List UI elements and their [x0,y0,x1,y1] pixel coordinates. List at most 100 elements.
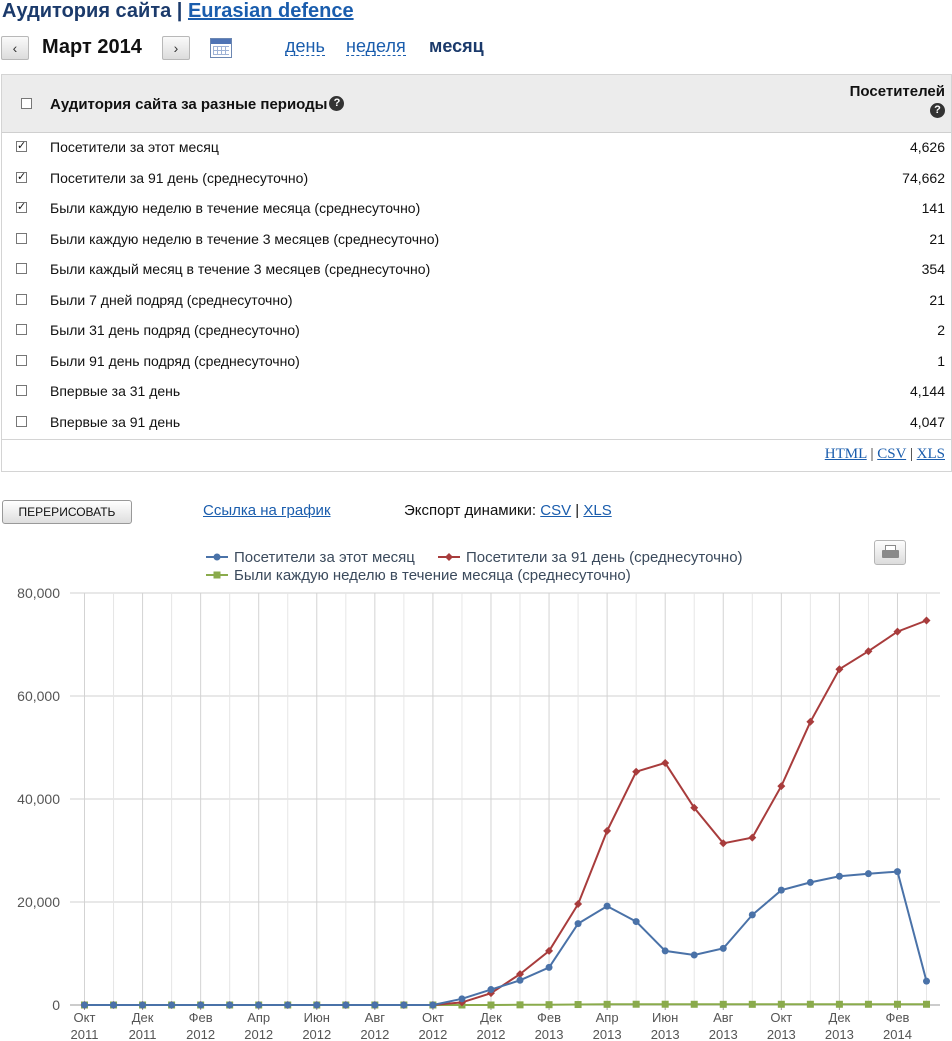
x-tick-year: 2012 [244,1027,273,1041]
x-tick-month: Апр [247,1010,270,1025]
dynamics-export-label: Экспорт динамики: [404,502,541,519]
x-tick-month: Дек [480,1010,502,1025]
redraw-button[interactable]: ПЕРЕРИСОВАТЬ [2,500,132,524]
series-line-0 [84,870,928,1006]
dynamics-export-xls-link[interactable]: XLS [583,502,612,519]
row-value: 1 [937,352,945,369]
data-point [748,833,757,842]
x-tick-month: Окт [74,1010,96,1025]
x-tick-year: 2012 [360,1027,389,1041]
row-checkbox[interactable] [16,232,27,244]
table-export-links: HTML | CSV | XLS [2,439,951,472]
visitors-column-header: Посетителей? [850,83,945,118]
dynamics-export-csv-link[interactable]: CSV [540,502,572,519]
data-point [835,872,843,880]
site-name-link[interactable]: Eurasian defence [187,0,354,22]
row-value: 4,047 [909,413,945,430]
x-tick-year: 2013 [709,1027,738,1041]
data-point [864,870,872,878]
print-icon[interactable] [874,540,906,565]
help-icon[interactable]: ? [329,96,345,111]
data-point [806,878,814,886]
row-checkbox[interactable]: ✓ [16,140,27,152]
x-tick-month: Окт [770,1010,792,1025]
table-header-title: Аудитория сайта за разные периоды? [50,96,345,113]
row-checkbox[interactable] [16,415,27,427]
row-label: Были 31 день подряд (среднесуточно) [50,322,300,338]
period-day-link[interactable]: день [285,36,325,56]
export-html-link[interactable]: HTML [824,446,867,462]
x-tick-month: Фев [885,1010,909,1025]
row-checkbox[interactable]: ✓ [16,170,27,183]
data-point [835,1000,843,1008]
data-point [690,1000,698,1008]
data-point [574,1001,582,1009]
data-point [516,1001,524,1009]
x-tick-year: 2012 [477,1027,506,1041]
x-tick-year: 2013 [593,1027,622,1041]
data-point [371,1001,379,1009]
legend-marker [213,553,221,561]
data-point [777,886,785,894]
dynamics-export-separator: | [571,502,584,519]
x-tick-month: Июн [304,1010,330,1025]
x-tick-year: 2014 [883,1027,912,1041]
row-checkbox[interactable] [16,293,27,305]
data-point [400,1001,408,1009]
export-separator: | [866,446,878,462]
data-point [864,647,873,656]
page-title-prefix: Аудитория сайта | [2,0,188,22]
help-icon[interactable]: ? [930,103,945,118]
table-row: Были 7 дней подряд (среднесуточно) 21 [2,286,951,316]
y-tick-label: 40,000 [17,791,60,807]
page-title: Аудитория сайта | Eurasian defence [2,0,354,23]
data-point [893,627,902,636]
table-row: Были каждую неделю в течение 3 месяцев (… [2,225,951,255]
data-point [516,970,525,979]
x-tick-month: Фев [537,1010,561,1025]
period-month-link[interactable]: месяц [429,36,484,56]
row-value: 4,626 [909,139,945,155]
table-row: Были 31 день подряд (среднесуточно) 2 [2,316,951,346]
x-tick-year: 2012 [418,1027,447,1041]
data-point [864,1000,872,1008]
data-point [661,758,670,767]
row-label: Были каждую неделю в течение 3 месяцев (… [50,230,440,247]
select-all-checkbox[interactable] [21,98,32,109]
data-point [255,1001,263,1009]
data-point [893,868,901,876]
data-point [806,717,815,726]
data-point [516,976,524,984]
data-point [342,1001,350,1009]
prev-period-button[interactable]: ‹ [1,36,29,60]
row-value: 141 [921,200,945,216]
data-point [197,1001,205,1009]
audience-table: Аудитория сайта за разные периоды? Посет… [1,74,952,472]
export-xls-link[interactable]: XLS [916,446,945,462]
row-value: 21 [929,291,945,308]
data-point [139,1001,147,1009]
data-point [110,1001,118,1009]
series-line-1 [84,619,927,1006]
row-label: Были 91 день подряд (среднесуточно) [50,352,300,369]
row-checkbox[interactable]: ✓ [16,201,27,213]
row-label: Посетители за этот месяц [50,139,219,155]
calendar-icon[interactable] [210,38,232,58]
table-row: Впервые за 91 день 4,047 [2,408,951,438]
legend-label: Посетители за 91 день (среднесуточно) [466,549,743,566]
row-checkbox[interactable] [16,354,27,366]
row-checkbox[interactable] [16,324,27,335]
next-period-button[interactable]: › [162,36,190,60]
export-csv-link[interactable]: CSV [877,446,907,462]
period-week-link[interactable]: неделя [346,36,406,56]
data-point [922,616,931,625]
row-label: Посетители за 91 день (среднесуточно) [50,169,309,186]
x-tick-year: 2012 [186,1027,215,1041]
data-point [603,826,612,835]
chart-link[interactable]: Ссылка на график [203,502,331,519]
visitors-line-chart: 0 20,000 40,000 60,000 80,000 Окт 2011 Дек 2011 Ф… [17,549,940,1041]
table-header: Аудитория сайта за разные периоды? Посет… [2,75,951,133]
row-checkbox[interactable] [16,263,27,274]
row-checkbox[interactable] [16,385,27,396]
data-point [777,1000,785,1008]
